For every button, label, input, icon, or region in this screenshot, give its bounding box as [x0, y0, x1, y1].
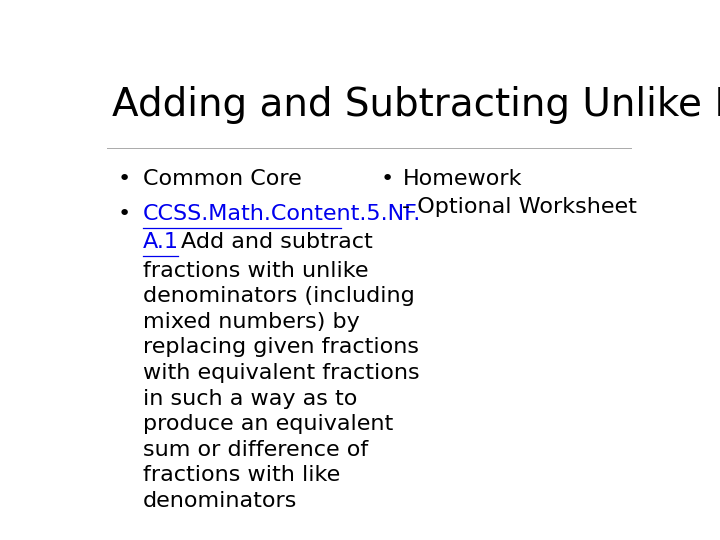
Text: Adding and Subtracting Unlike Fraction: Adding and Subtracting Unlike Fraction [112, 85, 720, 124]
Text: •: • [380, 168, 393, 189]
Text: •: • [118, 168, 131, 189]
Text: •: • [118, 204, 131, 224]
Text: Add and subtract: Add and subtract [181, 232, 373, 252]
Text: Homework: Homework [402, 168, 522, 189]
Text: Common Core: Common Core [143, 168, 302, 189]
Text: A.1: A.1 [143, 232, 179, 252]
Text: fractions with unlike
denominators (including
mixed numbers) by
replacing given : fractions with unlike denominators (incl… [143, 261, 420, 511]
Text: - Optional Worksheet: - Optional Worksheet [402, 197, 637, 217]
Text: CCSS.Math.Content.5.NF.: CCSS.Math.Content.5.NF. [143, 204, 421, 224]
